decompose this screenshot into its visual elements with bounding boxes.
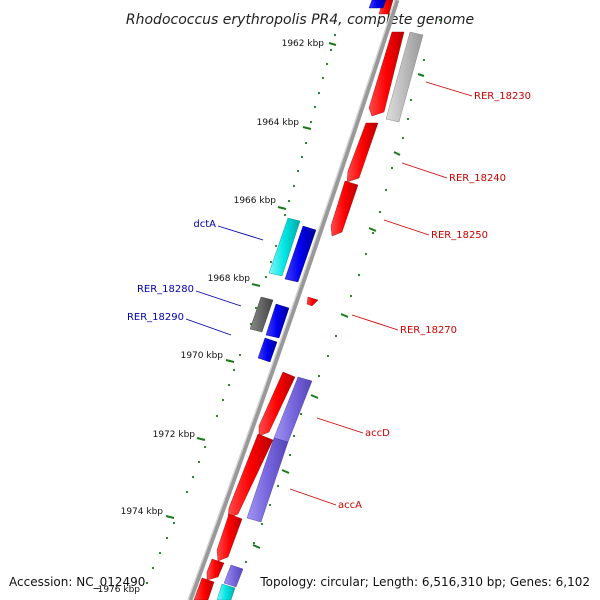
gene-label-rer-18270[interactable]: RER_18270 xyxy=(400,325,457,336)
outer-tick-ring xyxy=(145,33,337,585)
gene-feature xyxy=(306,296,319,307)
tick-label-1970: 1970 kbp xyxy=(181,351,224,361)
genome-backbone xyxy=(187,0,400,600)
genome-title: Rhodococcus erythropolis PR4, complete g… xyxy=(126,12,474,28)
gene-feature xyxy=(330,180,359,237)
tick-label-1962: 1962 kbp xyxy=(282,39,325,49)
gene-feature xyxy=(368,31,405,117)
gene-feature xyxy=(385,31,424,123)
gene-feature xyxy=(346,122,379,183)
gene-feature xyxy=(216,513,243,562)
forward-strand-genes xyxy=(193,0,405,600)
gene-label-rer-18280[interactable]: RER_18280 xyxy=(137,284,194,295)
gene-feature xyxy=(193,577,215,600)
gene-label-rer-18240[interactable]: RER_18240 xyxy=(449,173,506,184)
gene-feature xyxy=(249,296,274,333)
tick-label-1968: 1968 kbp xyxy=(208,274,251,284)
right-gene-labels: RER_18230 RER_18240 RER_18250 RER_18270 … xyxy=(289,81,531,511)
gene-feature xyxy=(246,437,289,523)
gene-feature xyxy=(265,303,290,339)
tick-label-1976: 1976 kbp xyxy=(98,585,141,595)
gene-feature xyxy=(268,217,301,277)
tick-label-1966: 1966 kbp xyxy=(234,196,277,206)
genome-backbone-highlight xyxy=(187,0,396,600)
accession-text: Accession: NC_012490 xyxy=(9,575,145,589)
major-ticks xyxy=(165,42,425,549)
tick-label-1964: 1964 kbp xyxy=(257,118,300,128)
gene-label-rer-18290[interactable]: RER_18290 xyxy=(127,312,184,323)
gene-feature xyxy=(284,225,317,283)
topology-text: Topology: circular; Length: 6,516,310 bp… xyxy=(259,575,590,589)
gene-label-rer-18250[interactable]: RER_18250 xyxy=(431,230,488,241)
left-gene-labels: dctA RER_18280 RER_18290 xyxy=(127,219,264,336)
gene-feature xyxy=(223,564,244,588)
gene-feature xyxy=(368,0,387,9)
gene-feature xyxy=(257,337,278,363)
gene-label-acca[interactable]: accA xyxy=(338,500,362,511)
tick-label-1972: 1972 kbp xyxy=(153,430,196,440)
gene-label-rer-18230[interactable]: RER_18230 xyxy=(474,91,531,102)
gene-label-dcta[interactable]: dctA xyxy=(193,219,216,230)
gene-feature xyxy=(216,583,236,600)
gene-label-accd[interactable]: accD xyxy=(365,428,390,439)
inner-tick-ring xyxy=(244,18,442,564)
tick-label-1974: 1974 kbp xyxy=(121,507,164,517)
gene-feature xyxy=(258,371,296,437)
gene-feature xyxy=(206,558,225,581)
